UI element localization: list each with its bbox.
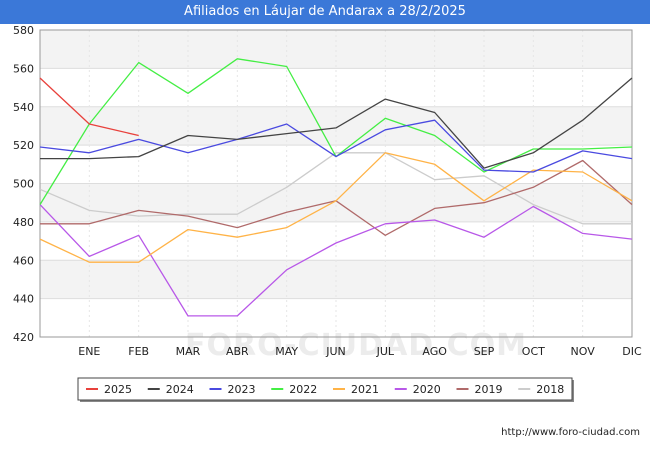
legend-box <box>77 377 573 401</box>
x-tick-label: AGO <box>422 345 447 358</box>
y-tick-label: 420 <box>13 331 34 344</box>
y-tick-label: 500 <box>13 178 34 191</box>
series-line-2020 <box>39 204 633 317</box>
y-tick-label: 520 <box>13 139 34 152</box>
x-tick-label: JUN <box>325 345 346 358</box>
series-line-2018 <box>39 152 632 225</box>
x-tick-label: SEP <box>474 345 495 358</box>
x-tick-label: NOV <box>571 345 596 358</box>
y-tick-label: 440 <box>13 293 34 306</box>
x-tick-label: FEB <box>128 345 149 358</box>
x-tick-label: OCT <box>522 345 545 358</box>
x-tick-label: ENE <box>78 345 100 358</box>
y-tick-label: 480 <box>13 216 34 229</box>
series-line-2023 <box>39 119 633 173</box>
legend-label-2023: 2023 <box>228 383 256 396</box>
x-tick-label: JUL <box>376 345 395 358</box>
source-url[interactable]: http://www.foro-ciudad.com <box>501 427 640 438</box>
legend-label-2021: 2021 <box>351 383 379 396</box>
series-line-2025 <box>39 77 139 137</box>
y-tick-label: 460 <box>13 254 34 267</box>
y-tick-label: 540 <box>13 101 34 114</box>
legend-label-2025: 2025 <box>104 383 132 396</box>
x-tick-label: ABR <box>226 345 249 358</box>
y-tick-label: 580 <box>13 24 34 37</box>
line-chart: FORO-CIUDAD.COM 420 440 460 480 500 520 540 560 5… <box>13 24 642 402</box>
plot-border <box>39 29 633 338</box>
legend-label-2024: 2024 <box>166 383 194 396</box>
legend-label-2018: 2018 <box>536 383 564 396</box>
watermark: FORO-CIUDAD.COM <box>185 328 527 363</box>
legend-label-2022: 2022 <box>289 383 317 396</box>
chart-title: Afiliados en Láujar de Andarax a 28/2/20… <box>0 0 650 24</box>
x-tick-label: DIC <box>622 345 642 358</box>
series-line-2021 <box>39 152 633 263</box>
x-tick-label: MAY <box>275 345 298 358</box>
legend-label-2020: 2020 <box>413 383 441 396</box>
series-line-2024 <box>40 77 633 169</box>
y-tick-label: 560 <box>13 62 34 75</box>
x-tick-label: MAR <box>176 345 201 358</box>
legend-label-2019: 2019 <box>475 383 503 396</box>
